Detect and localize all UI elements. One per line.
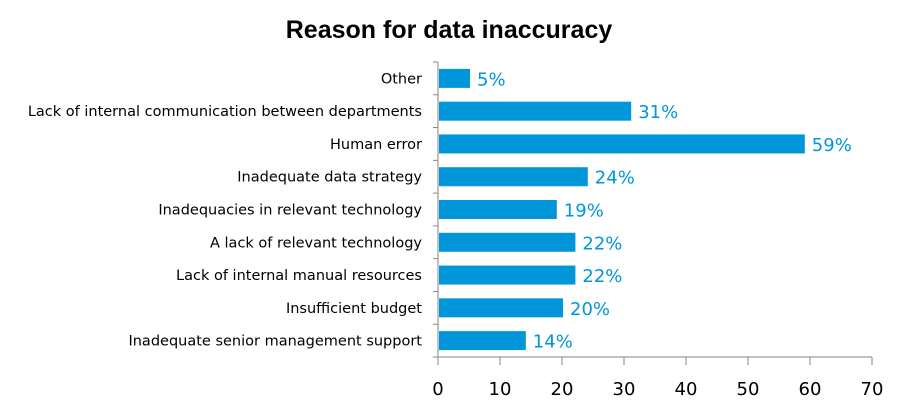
data-label: 22%	[582, 266, 622, 287]
bar	[439, 331, 526, 351]
bar	[439, 200, 557, 219]
x-tick-label: 0	[432, 379, 443, 400]
x-tick-label: 30	[613, 379, 636, 400]
bar	[439, 134, 805, 154]
category-label: A lack of relevant technology	[210, 235, 422, 251]
category-label: Insufficient budget	[286, 301, 422, 317]
bar	[439, 68, 470, 88]
data-label: 22%	[582, 233, 622, 254]
x-tick-label: 60	[799, 379, 822, 400]
data-label: 59%	[812, 135, 852, 156]
data-label: 31%	[638, 102, 678, 123]
data-label: 14%	[533, 332, 573, 353]
category-label: Human error	[330, 137, 422, 153]
data-label: 5%	[477, 69, 506, 90]
bar	[439, 167, 588, 187]
bar	[439, 101, 632, 121]
category-label: Lack of internal manual resources	[176, 268, 422, 284]
chart-title: Reason for data inaccuracy	[286, 16, 613, 44]
category-label: Other	[381, 71, 422, 87]
x-tick-label: 40	[675, 379, 698, 400]
x-tick-label: 20	[551, 379, 574, 400]
category-label: Lack of internal communication between d…	[28, 104, 422, 120]
data-label: 20%	[570, 299, 610, 320]
x-tick-label: 50	[737, 379, 760, 400]
x-tick-label: 70	[861, 379, 884, 400]
data-label: 19%	[564, 201, 604, 222]
category-label: Inadequacies in relevant technology	[158, 203, 422, 219]
bar	[439, 265, 576, 285]
bar	[439, 298, 563, 318]
data-label: 24%	[595, 168, 635, 189]
category-label: Inadequate data strategy	[237, 170, 422, 186]
bar	[439, 232, 576, 252]
x-tick-label: 10	[489, 379, 512, 400]
category-label: Inadequate senior management support	[128, 334, 422, 350]
